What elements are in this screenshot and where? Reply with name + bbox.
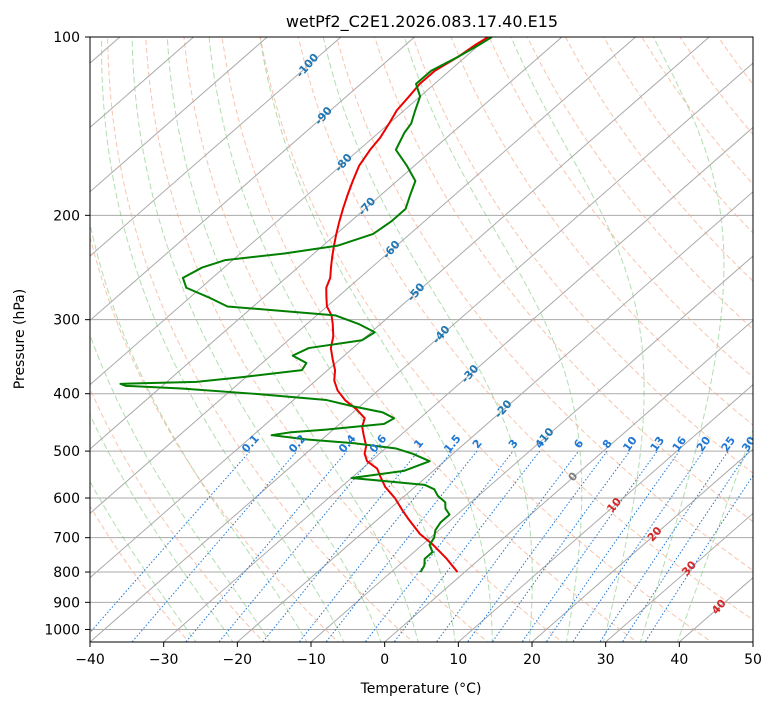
moist-adiabat (403, 37, 583, 642)
mixing-ratio-line (325, 450, 478, 642)
dry-adiabat (297, 37, 753, 621)
moist-adiabat (166, 37, 419, 642)
dewpoint-line (119, 37, 493, 573)
plot-area: -100-90-80-70-60-50-40-30-20-10010203040… (90, 37, 753, 642)
mixing-ratio-line (521, 450, 658, 642)
dry-adiabat (183, 37, 564, 642)
chart-title: wetPf2_C2E1.2026.083.17.40.E15 (286, 12, 558, 32)
isotherm-line (90, 37, 268, 193)
isotherm-line (90, 62, 753, 642)
x-tick-label: 30 (597, 652, 615, 668)
moist-adiabat (101, 37, 345, 642)
isotherm-line (90, 37, 563, 450)
dry-adiabat (450, 37, 753, 426)
moist-adiabat (639, 37, 725, 642)
y-tick-label: 100 (53, 30, 80, 46)
isotherm-line (162, 126, 753, 642)
isotherm-line (457, 384, 753, 642)
dry-adiabat (90, 387, 265, 642)
isotherm-line (383, 319, 753, 642)
mixing-ratio-line (621, 450, 750, 642)
mixing-ratio-line (131, 450, 298, 642)
isotherm-line (90, 37, 489, 386)
isotherm-line (90, 37, 342, 257)
moist-adiabat (259, 37, 493, 642)
isotherm-line (90, 37, 195, 129)
mixing-ratio-line (218, 450, 379, 642)
x-tick-label: −30 (149, 652, 179, 668)
dry-adiabat (221, 37, 638, 642)
dry-adiabat (90, 234, 339, 642)
dry-adiabat (526, 37, 753, 330)
moist-adiabat (676, 428, 753, 642)
pressure-gridlines (90, 37, 753, 630)
moist-adiabat (208, 37, 456, 642)
x-tick-label: −20 (223, 652, 253, 668)
moist-adiabats (90, 37, 753, 642)
y-axis-label: Pressure (hPa) (12, 289, 28, 389)
isotherm-line (236, 191, 753, 642)
x-tick-label: −10 (296, 652, 326, 668)
moist-adiabat (131, 37, 382, 642)
y-tick-label: 500 (53, 444, 80, 460)
y-tick-label: 800 (53, 565, 80, 581)
isotherm-line (90, 37, 637, 515)
moist-adiabat (322, 37, 533, 642)
y-tick-label: 600 (53, 491, 80, 507)
y-tick-label: 400 (53, 387, 80, 403)
moist-adiabat (90, 480, 197, 642)
moist-adiabat (90, 221, 308, 642)
mixing-ratio-line (491, 450, 631, 642)
mixing-ratio-lines (90, 450, 753, 642)
moist-adiabat (90, 413, 234, 642)
isotherms (90, 37, 753, 642)
isotherm-line (310, 255, 753, 642)
isotherm-line (90, 37, 416, 322)
isotherm-line (90, 37, 710, 579)
x-tick-label: 20 (523, 652, 541, 668)
x-tick-label: 10 (449, 652, 467, 668)
dry-adiabat (374, 37, 753, 523)
mixing-ratio-line (599, 450, 729, 642)
isotherm-line (604, 512, 753, 642)
x-tick-label: 0 (380, 652, 389, 668)
dry-adiabat (564, 37, 753, 282)
mixing-ratio-line (644, 474, 753, 642)
x-axis-ticks: −40 −30 −20 −10 0 10 20 30 40 50 (75, 642, 762, 668)
mixing-ratio-line (572, 450, 704, 642)
dry-adiabat (145, 37, 489, 642)
mixing-ratio-line (466, 450, 608, 642)
plot-frame (89, 36, 754, 643)
y-tick-label: 1000 (44, 622, 80, 638)
mixing-ratio-line (545, 450, 680, 642)
mixing-ratio-line (435, 450, 580, 642)
y-axis-ticks: 100 200 300 400 500 600 700 800 900 1000 (44, 30, 90, 638)
y-tick-label: 900 (53, 595, 80, 611)
x-tick-label: −40 (75, 652, 105, 668)
temperature-line (325, 37, 489, 573)
mixing-ratio-line (185, 450, 348, 642)
y-tick-label: 200 (53, 208, 80, 224)
isotherm-line (531, 448, 753, 642)
dry-adiabats (90, 37, 753, 642)
x-tick-label: 50 (744, 652, 762, 668)
x-tick-label: 40 (670, 652, 688, 668)
dry-adiabat (259, 37, 713, 642)
y-tick-label: 300 (53, 313, 80, 329)
x-axis-label: Temperature (°C) (360, 681, 482, 697)
sounding-series (119, 37, 493, 573)
dry-adiabat (336, 37, 753, 572)
y-tick-label: 700 (53, 531, 80, 547)
moist-adiabat (90, 333, 271, 642)
